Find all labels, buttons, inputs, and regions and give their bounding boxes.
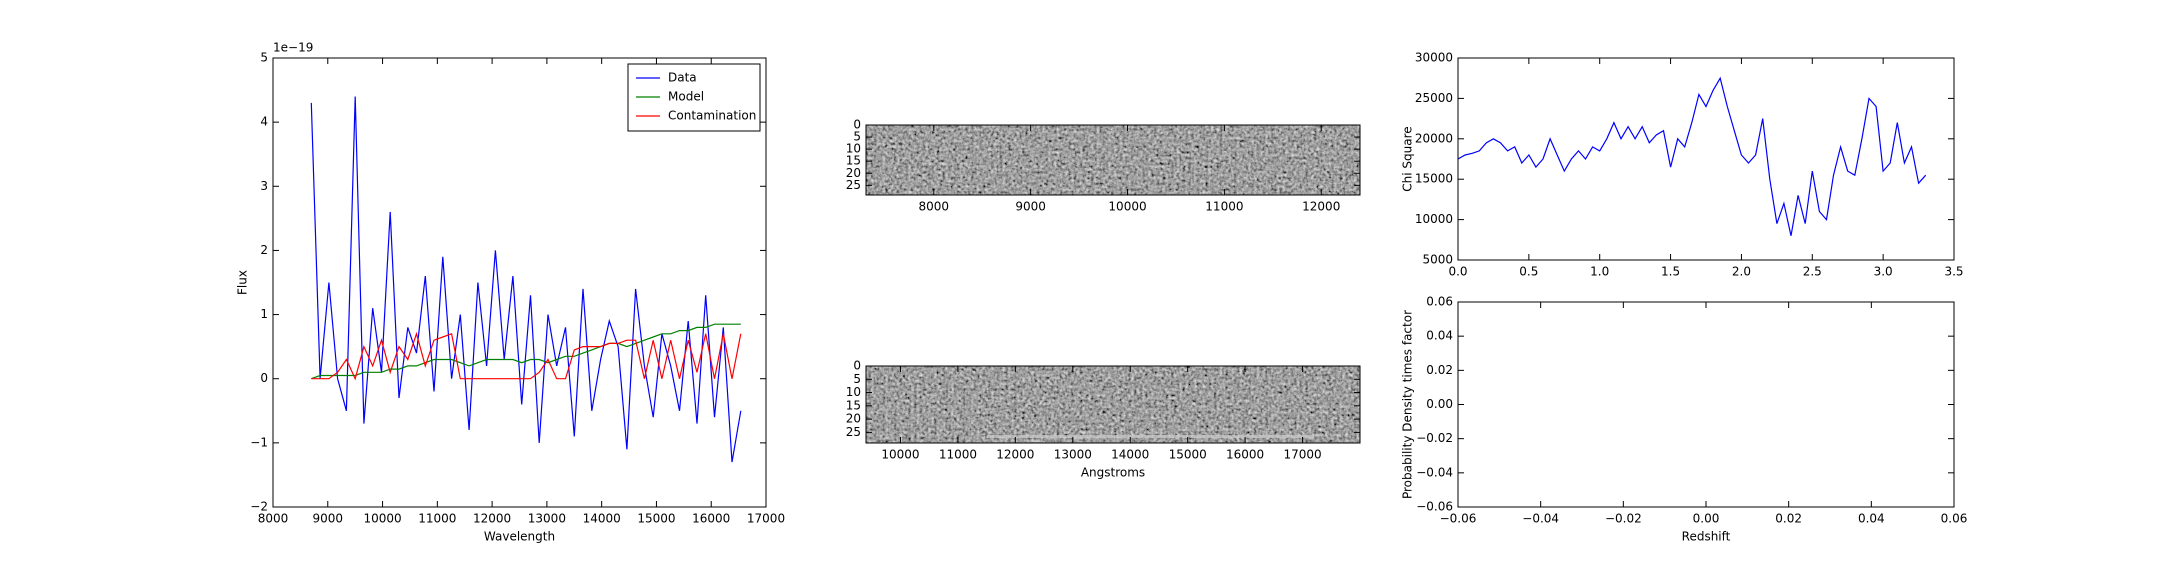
y-tick-label: 25 — [846, 178, 861, 192]
x-tick-label: 14000 — [1111, 448, 1149, 462]
y-tick-label: 0.06 — [1426, 295, 1453, 309]
x-tick-label: 0.02 — [1775, 512, 1802, 526]
y-tick-label: 10000 — [1415, 212, 1453, 226]
x-tick-label: 17000 — [747, 512, 785, 526]
x-tick-label: 10000 — [1108, 200, 1146, 214]
x-axis-label: Angstroms — [1081, 466, 1145, 480]
x-tick-label: 0.06 — [1941, 512, 1968, 526]
x-tick-label: −0.06 — [1440, 512, 1477, 526]
x-tick-label: 3.5 — [1944, 265, 1963, 279]
y-tick-label: −0.02 — [1416, 431, 1453, 445]
x-tick-label: 15000 — [637, 512, 675, 526]
x-axis-label: Redshift — [1682, 530, 1731, 544]
y-tick-label: 1 — [260, 307, 268, 321]
x-tick-label: 10000 — [881, 448, 919, 462]
x-tick-label: 2.5 — [1803, 265, 1822, 279]
series-line — [311, 323, 741, 380]
x-tick-label: 3.0 — [1874, 265, 1893, 279]
y-tick-label: 0 — [853, 359, 861, 373]
y-tick-label: 30000 — [1415, 51, 1453, 65]
x-tick-label: 12000 — [996, 448, 1034, 462]
x-tick-label: 13000 — [528, 512, 566, 526]
y-axis-label: Flux — [236, 270, 250, 295]
x-tick-label: −0.04 — [1522, 512, 1559, 526]
y-tick-label: 15 — [846, 154, 861, 168]
y-tick-label: 0.04 — [1426, 329, 1453, 343]
series-line — [1457, 76, 1927, 236]
x-tick-label: 11000 — [418, 512, 456, 526]
offset-label: 1e−19 — [273, 41, 313, 55]
x-tick-label: 8000 — [919, 200, 950, 214]
x-tick-label: 15000 — [1169, 448, 1207, 462]
legend-label: Data — [668, 71, 697, 85]
x-tick-label: 0.5 — [1519, 265, 1538, 279]
x-tick-label: 1.5 — [1661, 265, 1680, 279]
x-tick-label: 2.0 — [1732, 265, 1751, 279]
x-tick-label: 9000 — [1015, 200, 1046, 214]
axes-frame — [1457, 57, 1955, 261]
x-tick-label: 12000 — [1302, 200, 1340, 214]
y-tick-label: 15 — [846, 398, 861, 412]
y-tick-label: 5 — [853, 372, 861, 386]
y-axis-label: Probability Density times factor — [1401, 310, 1415, 499]
y-axis-label: Chi Square — [1401, 126, 1415, 191]
spectrum-image — [866, 366, 1360, 443]
x-tick-label: 11000 — [939, 448, 977, 462]
series-line — [310, 96, 742, 463]
x-tick-label: 16000 — [1226, 448, 1264, 462]
y-tick-label: 5 — [260, 51, 268, 65]
x-tick-label: 9000 — [313, 512, 344, 526]
y-tick-label: 2 — [260, 243, 268, 257]
y-tick-label: 20000 — [1415, 131, 1453, 145]
y-tick-label: 25000 — [1415, 91, 1453, 105]
panel: 8000 9000 10000 11000 12000 13000 14000 15000 16… — [236, 41, 786, 544]
axes-frame — [1457, 301, 1955, 508]
y-tick-label: −1 — [250, 435, 268, 449]
x-tick-label: 8000 — [258, 512, 289, 526]
y-tick-label: 3 — [260, 179, 268, 193]
axes-frame — [272, 57, 767, 508]
legend-label: Contamination — [668, 109, 756, 123]
panel: −0.06 −0.04 −0.02 0.00 0.02 0.04 0.06 −0.06 −0.0… — [1401, 295, 1968, 544]
axes-frame — [865, 124, 1361, 196]
x-tick-label: 14000 — [583, 512, 621, 526]
series-line — [311, 331, 742, 381]
y-tick-label: 20 — [846, 166, 861, 180]
x-tick-label: 16000 — [692, 512, 730, 526]
y-tick-label: 0 — [853, 118, 861, 132]
y-tick-label: 10 — [846, 385, 861, 399]
y-tick-label: 4 — [260, 115, 268, 129]
y-tick-label: −0.04 — [1416, 465, 1453, 479]
y-tick-label: 0.02 — [1426, 363, 1453, 377]
panel: 10000 11000 12000 13000 14000 15000 16000 17000… — [846, 359, 1361, 480]
y-tick-label: 0.00 — [1426, 397, 1453, 411]
bright-band — [986, 435, 1315, 438]
y-tick-label: 5000 — [1422, 253, 1453, 267]
y-tick-label: −2 — [250, 500, 268, 514]
x-tick-label: 0.00 — [1693, 512, 1720, 526]
x-tick-label: 1.0 — [1590, 265, 1609, 279]
x-tick-label: 11000 — [1205, 200, 1243, 214]
x-axis-label: Wavelength — [484, 530, 555, 544]
x-tick-label: 12000 — [473, 512, 511, 526]
y-tick-label: 25 — [846, 425, 861, 439]
y-tick-label: 5 — [853, 130, 861, 144]
y-tick-label: 20 — [846, 412, 861, 426]
x-tick-label: −0.02 — [1605, 512, 1642, 526]
legend-label: Model — [668, 90, 704, 104]
y-tick-label: 0 — [260, 371, 268, 385]
axes-frame — [865, 365, 1361, 444]
y-tick-label: 10 — [846, 142, 861, 156]
x-tick-label: 0.04 — [1858, 512, 1885, 526]
y-tick-label: 15000 — [1415, 172, 1453, 186]
panel: 0.0 0.5 1.0 1.5 2.0 2.5 3.0 3.5 5000 10000 15000 20… — [1401, 51, 1964, 279]
x-tick-label: 17000 — [1283, 448, 1321, 462]
x-tick-label: 10000 — [363, 512, 401, 526]
y-tick-label: −0.06 — [1416, 500, 1453, 514]
x-tick-label: 0.0 — [1448, 265, 1467, 279]
x-tick-label: 13000 — [1054, 448, 1092, 462]
spectrum-image — [866, 125, 1360, 195]
